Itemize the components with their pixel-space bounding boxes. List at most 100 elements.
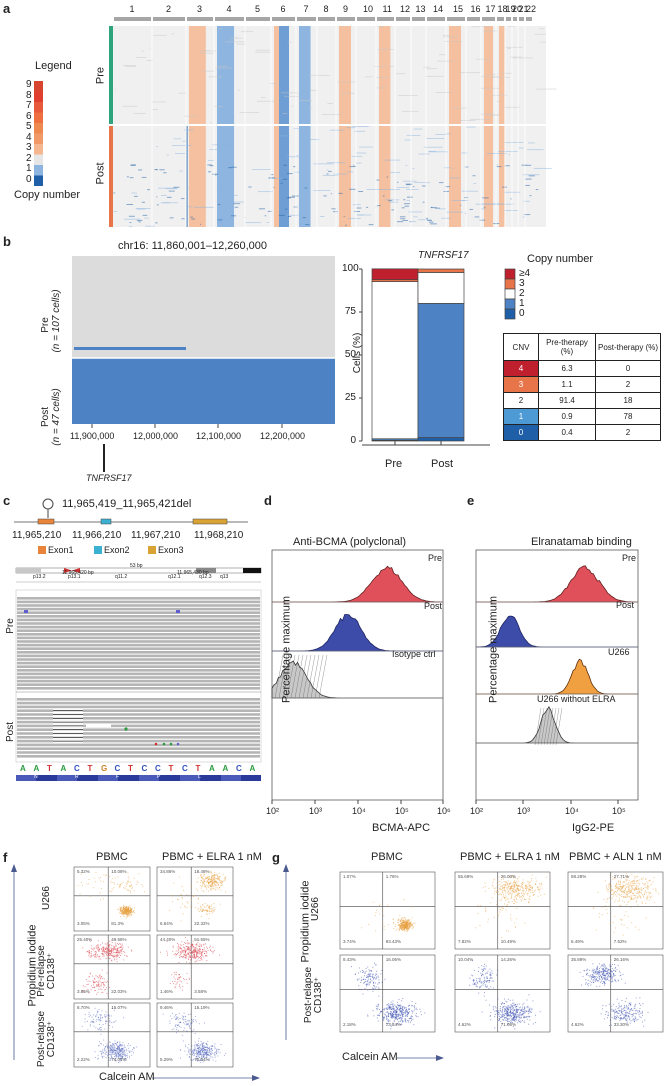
event-dot xyxy=(404,924,406,926)
event-dot xyxy=(209,871,211,873)
event-dot xyxy=(127,889,129,891)
event-dot xyxy=(361,976,363,978)
event-dot xyxy=(484,886,486,888)
event-dot xyxy=(591,976,593,978)
event-dot xyxy=(191,1030,193,1032)
event-dot xyxy=(373,977,375,979)
event-dot xyxy=(179,980,181,982)
event-dot xyxy=(370,976,372,977)
event-dot xyxy=(117,876,119,878)
event-dot xyxy=(647,891,649,893)
event-dot xyxy=(473,979,475,981)
event-dot xyxy=(89,980,91,982)
event-dot xyxy=(125,886,127,888)
event-dot xyxy=(180,976,182,978)
event-dot xyxy=(169,1020,171,1022)
event-dot xyxy=(188,1024,190,1026)
event-dot xyxy=(596,973,598,975)
event-dot xyxy=(126,910,128,912)
event-dot xyxy=(402,928,404,930)
event-dot xyxy=(181,949,183,951)
event-dot xyxy=(529,884,531,886)
event-dot xyxy=(193,954,195,956)
event-dot xyxy=(120,912,122,914)
event-dot xyxy=(516,1008,518,1010)
event-dot xyxy=(509,1014,511,1015)
event-dot xyxy=(119,1055,121,1057)
event-dot xyxy=(219,875,221,877)
event-dot xyxy=(196,944,198,946)
cnv-noise xyxy=(248,186,252,188)
event-dot xyxy=(89,940,91,942)
event-dot xyxy=(108,1052,110,1054)
event-dot xyxy=(195,1045,197,1047)
event-dot xyxy=(625,894,627,896)
event-dot xyxy=(101,988,103,990)
event-dot xyxy=(200,1047,202,1049)
event-dot xyxy=(183,954,185,956)
event-dot xyxy=(539,1011,541,1013)
event-dot xyxy=(619,905,621,907)
cnv-noise xyxy=(287,95,299,97)
event-dot xyxy=(405,1009,407,1011)
event-dot xyxy=(625,888,627,890)
exon-legend-swatch xyxy=(38,546,46,554)
event-dot xyxy=(187,952,189,954)
event-dot xyxy=(500,1021,502,1022)
cnv-noise xyxy=(446,211,463,213)
event-dot xyxy=(496,1011,498,1013)
event-dot xyxy=(535,1014,536,1016)
event-dot xyxy=(118,1048,120,1050)
cnv-noise xyxy=(510,56,522,58)
gain-region xyxy=(449,26,461,227)
event-dot xyxy=(390,1007,392,1009)
event-dot xyxy=(118,957,120,958)
event-dot xyxy=(203,1054,205,1056)
event-dot xyxy=(609,964,611,966)
event-dot xyxy=(385,1014,386,1016)
event-dot xyxy=(118,1055,120,1057)
event-dot xyxy=(193,1045,195,1047)
event-dot xyxy=(196,1046,198,1048)
event-dot xyxy=(112,1045,114,1047)
event-dot xyxy=(94,951,96,953)
event-dot xyxy=(512,890,513,892)
event-dot xyxy=(210,1053,211,1055)
event-dot xyxy=(608,975,610,977)
event-dot xyxy=(613,893,615,894)
event-dot xyxy=(107,950,109,952)
event-dot xyxy=(181,1034,183,1036)
event-dot xyxy=(187,1047,189,1049)
event-dot xyxy=(602,964,604,966)
cnv-noise xyxy=(475,58,490,60)
g-y-arrow-head xyxy=(283,864,289,872)
event-dot xyxy=(398,1021,400,1023)
event-dot xyxy=(100,1014,101,1016)
event-dot xyxy=(200,887,202,889)
event-dot xyxy=(186,1054,188,1056)
event-dot xyxy=(106,1045,108,1047)
event-dot xyxy=(119,947,121,949)
event-dot xyxy=(528,883,530,885)
event-dot xyxy=(195,1056,197,1058)
event-dot xyxy=(192,940,194,942)
event-dot xyxy=(611,971,613,973)
event-dot xyxy=(214,1052,216,1054)
event-dot xyxy=(372,989,374,990)
event-dot xyxy=(499,1019,501,1021)
event-dot xyxy=(479,987,480,989)
event-dot xyxy=(110,1058,112,1060)
cnv-noise xyxy=(527,149,544,151)
event-dot xyxy=(502,1014,504,1016)
event-dot xyxy=(635,900,637,902)
event-dot xyxy=(100,978,102,980)
event-dot xyxy=(502,1019,504,1021)
event-dot xyxy=(619,890,621,892)
cnv-noise xyxy=(353,164,355,166)
cnv-noise xyxy=(141,201,146,203)
event-dot xyxy=(527,890,529,892)
event-dot xyxy=(479,979,481,981)
event-dot xyxy=(82,985,84,987)
cnv-noise xyxy=(286,197,291,199)
cnv-noise xyxy=(153,34,167,36)
